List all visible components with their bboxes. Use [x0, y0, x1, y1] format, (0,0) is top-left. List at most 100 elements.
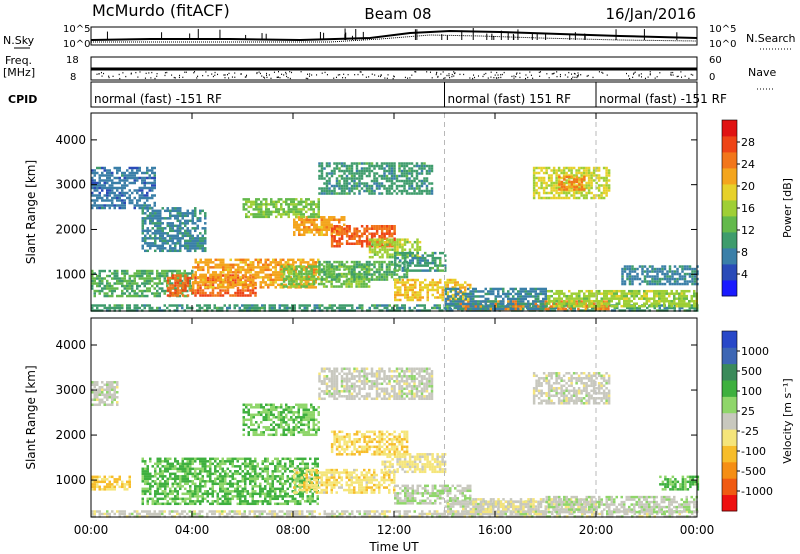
- return-cell: [418, 245, 422, 249]
- return-cell: [300, 208, 303, 211]
- return-cell: [340, 229, 344, 233]
- return-cell: [416, 278, 419, 282]
- return-cell: [153, 201, 156, 205]
- return-cell: [131, 169, 134, 172]
- nave-point: [150, 77, 152, 79]
- nave-point: [145, 72, 147, 75]
- return-cell: [174, 291, 177, 295]
- return-cell: [560, 183, 564, 186]
- return-cell: [272, 278, 275, 282]
- return-cell: [333, 234, 336, 238]
- nave-label: Nave: [748, 66, 776, 79]
- return-cell: [376, 253, 379, 256]
- nave-point: [308, 75, 310, 77]
- return-cell: [590, 186, 593, 190]
- nave-point: [654, 77, 656, 79]
- return-cell: [540, 166, 543, 170]
- return-cell: [164, 239, 167, 243]
- return-cell: [564, 307, 568, 311]
- return-cell: [305, 277, 308, 281]
- return-cell: [353, 232, 356, 235]
- return-cell: [325, 228, 328, 232]
- return-cell: [360, 244, 364, 248]
- return-cell: [224, 268, 227, 272]
- return-cell: [410, 167, 414, 170]
- nave-point: [429, 71, 431, 73]
- return-cell: [159, 224, 162, 228]
- return-cell: [158, 282, 161, 285]
- return-cell: [249, 294, 252, 297]
- return-cell: [383, 224, 386, 228]
- return-cell: [325, 164, 329, 168]
- return-cell: [171, 234, 174, 238]
- return-cell: [277, 261, 280, 264]
- return-cell: [555, 174, 558, 177]
- return-cell: [229, 283, 232, 287]
- return-cell: [166, 234, 169, 238]
- return-cell: [148, 204, 151, 207]
- return-cell: [113, 272, 116, 275]
- return-cell: [663, 302, 666, 305]
- return-cell: [153, 179, 156, 182]
- return-cell: [287, 203, 290, 206]
- return-cell: [386, 306, 389, 310]
- return-cell: [290, 280, 293, 283]
- return-cell: [131, 176, 134, 180]
- return-cell: [272, 261, 275, 264]
- return-cell: [646, 306, 649, 310]
- nave-point: [490, 76, 492, 78]
- return-cell: [393, 232, 396, 235]
- return-cell: [171, 224, 174, 228]
- return-cell: [126, 294, 129, 298]
- return-cell: [96, 289, 99, 293]
- nave-point: [344, 77, 346, 79]
- return-cell: [101, 269, 104, 273]
- return-cell: [169, 276, 172, 280]
- return-cell: [292, 266, 295, 269]
- return-cell: [353, 192, 356, 195]
- return-cell: [315, 218, 318, 222]
- return-cell: [540, 184, 543, 187]
- return-cell: [272, 258, 275, 262]
- return-cell: [575, 292, 578, 295]
- return-cell: [658, 289, 661, 293]
- return-cell: [645, 292, 648, 295]
- return-cell: [439, 293, 442, 297]
- nave-point: [258, 71, 260, 73]
- return-cell: [673, 292, 676, 295]
- return-cell: [169, 286, 172, 290]
- return-cell: [156, 212, 159, 215]
- return-cell: [446, 281, 449, 284]
- return-cell: [213, 306, 216, 310]
- return-cell: [467, 287, 470, 291]
- return-cell: [399, 291, 402, 294]
- return-cell: [479, 300, 482, 303]
- return-cell: [113, 176, 116, 180]
- return-cell: [388, 248, 392, 251]
- return-cell: [552, 171, 556, 175]
- return-cell: [184, 276, 187, 280]
- return-cell: [93, 292, 96, 295]
- return-cell: [383, 237, 386, 240]
- return-cell: [691, 304, 694, 307]
- return-cell: [497, 302, 500, 306]
- return-cell: [685, 294, 688, 298]
- return-cell: [405, 162, 409, 165]
- return-cell: [123, 191, 126, 195]
- return-cell: [393, 177, 396, 180]
- return-cell: [398, 306, 401, 310]
- return-cell: [449, 295, 452, 298]
- return-cell: [355, 172, 359, 175]
- return-cell: [244, 263, 247, 267]
- return-cell: [416, 291, 419, 294]
- return-cell: [616, 306, 619, 310]
- return-cell: [408, 182, 411, 185]
- return-cell: [302, 265, 306, 268]
- return-cell: [126, 269, 129, 273]
- return-cell: [103, 199, 106, 202]
- return-cell: [444, 281, 447, 284]
- return-cell: [573, 178, 576, 181]
- return-cell: [118, 179, 121, 182]
- return-cell: [310, 282, 313, 286]
- return-cell: [171, 276, 175, 280]
